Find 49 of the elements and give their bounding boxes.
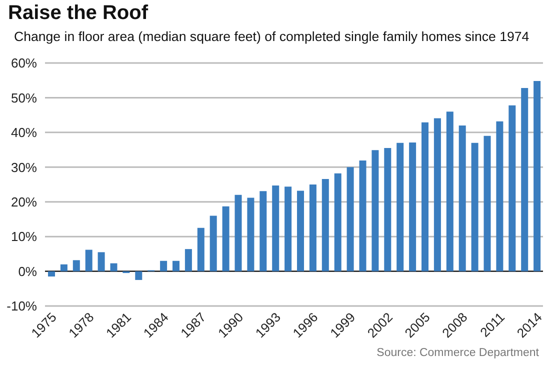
bar bbox=[222, 206, 230, 272]
bar bbox=[521, 88, 528, 272]
bar bbox=[72, 260, 80, 272]
bar bbox=[484, 136, 491, 272]
chart-title: Raise the Roof bbox=[8, 2, 148, 25]
bar bbox=[197, 228, 204, 272]
bar bbox=[60, 264, 68, 272]
bar bbox=[297, 190, 304, 272]
bar bbox=[284, 186, 292, 272]
bar bbox=[135, 271, 142, 280]
y-tick-label: 50% bbox=[10, 90, 38, 106]
y-tick-label: 0% bbox=[18, 264, 38, 279]
bar bbox=[434, 118, 441, 272]
source-note: Source: Commerce Department bbox=[376, 347, 539, 359]
bar bbox=[309, 184, 316, 272]
y-tick-label: 30% bbox=[10, 160, 38, 175]
bar bbox=[458, 125, 466, 272]
bar bbox=[272, 186, 280, 272]
bar bbox=[446, 112, 454, 272]
bar bbox=[359, 160, 366, 272]
bar bbox=[409, 142, 416, 272]
bar bbox=[260, 191, 267, 272]
bar bbox=[110, 263, 118, 272]
bar bbox=[384, 148, 392, 272]
y-tick-label: 10% bbox=[10, 229, 38, 244]
y-tick-label: 20% bbox=[10, 194, 38, 210]
bar bbox=[422, 122, 428, 272]
bar bbox=[160, 260, 168, 272]
bar bbox=[172, 260, 180, 272]
bar bbox=[322, 178, 329, 272]
bar bbox=[48, 271, 55, 276]
bar bbox=[210, 216, 217, 272]
bar bbox=[247, 198, 254, 272]
bar bbox=[85, 250, 92, 272]
chart-subtitle: Change in floor area (median square feet) of completed single family homes since 1974 bbox=[14, 29, 530, 44]
bar bbox=[396, 142, 404, 272]
bar bbox=[496, 121, 504, 272]
bar bbox=[334, 173, 342, 272]
bar bbox=[98, 252, 105, 272]
bar bbox=[508, 105, 516, 272]
bar bbox=[471, 142, 478, 272]
y-tick-label: 60% bbox=[10, 56, 38, 71]
bar bbox=[346, 167, 354, 272]
bar bbox=[184, 249, 192, 272]
bar bbox=[234, 194, 242, 272]
bar bbox=[372, 150, 379, 272]
bar bbox=[534, 81, 541, 272]
y-tick-label: -10% bbox=[6, 298, 38, 314]
y-tick-label: 40% bbox=[10, 125, 38, 140]
